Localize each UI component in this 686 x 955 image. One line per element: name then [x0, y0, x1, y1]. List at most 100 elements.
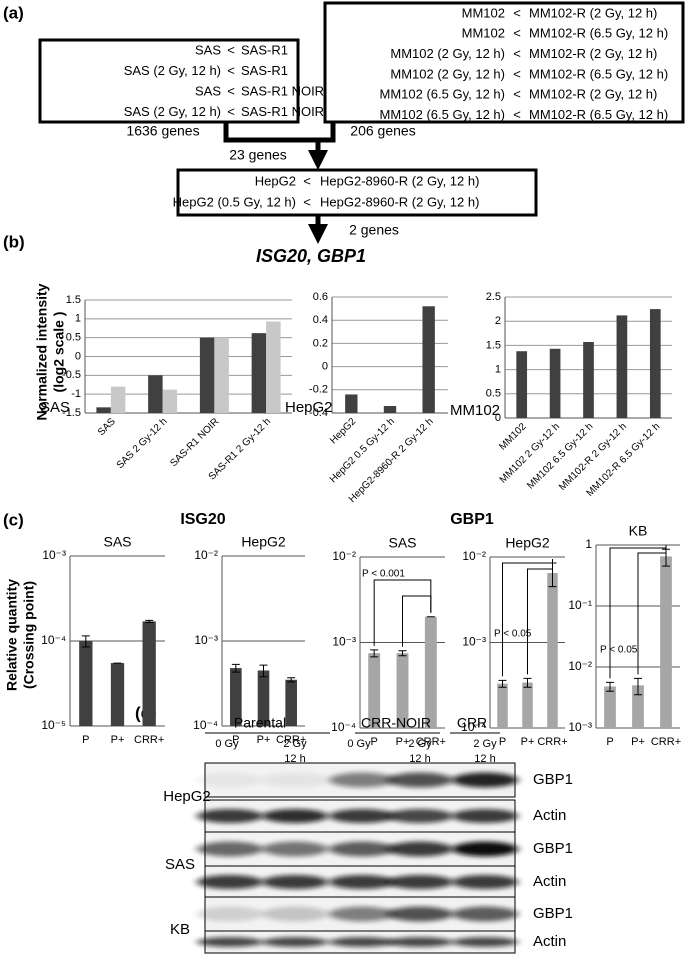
x-tick-label: MM102: [497, 421, 529, 453]
condition: MM102 (2 Gy, 12 h): [390, 66, 505, 81]
blot-strip: [197, 762, 518, 798]
y-tick-label: -1: [71, 388, 81, 400]
chart-title: SAS: [388, 535, 416, 551]
band: [329, 874, 395, 890]
error-bar: [145, 619, 154, 624]
band: [197, 808, 263, 824]
significance-bracket: [402, 595, 432, 647]
y-tick-label: -1.5: [62, 407, 81, 419]
result: ISG20, GBP1: [256, 246, 366, 266]
y-tick-label: 0: [322, 361, 328, 373]
y-tick-label: -0.4: [309, 407, 328, 419]
condition: SAS-R1: [241, 63, 288, 78]
bar: [266, 321, 281, 413]
bar: [583, 342, 594, 418]
y-tick-label: 10⁻³: [568, 720, 592, 734]
bar: [549, 348, 561, 418]
lane-label: 12 h: [284, 753, 305, 765]
condition: HepG2: [255, 173, 296, 188]
blot-strip: [197, 896, 518, 932]
lane-label: 0 Gy: [347, 738, 371, 750]
y-axis-label: Normalized intensity: [34, 283, 50, 420]
band: [452, 808, 518, 824]
cell-line-label: HepG2: [163, 788, 211, 805]
y-tick-label: 10⁻⁴: [193, 718, 218, 732]
band: [387, 937, 453, 947]
bar: [142, 621, 156, 726]
chart-title: KB: [629, 523, 648, 539]
x-tick-label: SAS 2 Gy-12 h: [115, 416, 170, 471]
y-tick-label: 10⁻²: [332, 549, 356, 563]
y-tick-label: 2.5: [486, 291, 501, 303]
y-tick-label: 1: [585, 537, 592, 551]
condition: MM102-R (6.5 Gy, 12 h): [529, 66, 668, 81]
band: [387, 874, 453, 890]
error-bar: [606, 681, 614, 692]
y-tick-label: 10⁻³: [194, 633, 218, 647]
x-tick-label: HepG2: [328, 416, 358, 446]
p-value: P < 0.001: [362, 569, 405, 580]
chart-title: HepG2: [241, 534, 286, 550]
condition: MM102-R (2 Gy, 12 h): [529, 87, 657, 102]
bar: [424, 616, 437, 728]
lane-label: 2 Gy: [283, 738, 307, 750]
bar: [632, 685, 644, 728]
band: [262, 937, 328, 947]
bar: [616, 315, 628, 418]
error-bar: [231, 663, 240, 673]
x-tick-label: HepG2 0.5 Gy-12 h: [328, 416, 397, 485]
condition: MM102-R (6.5 Gy, 12 h): [529, 26, 668, 41]
band: [387, 841, 453, 857]
x-tick-label: CRR+: [276, 734, 306, 746]
error-bar: [634, 677, 642, 696]
x-tick-label: CRR+: [134, 734, 164, 746]
gene-count: 206 genes: [350, 123, 415, 139]
panel-label: (c): [3, 510, 24, 529]
bar: [396, 653, 409, 728]
lane-label: 12 h: [474, 753, 495, 765]
y-tick-label: 10⁻²: [194, 548, 218, 562]
band: [197, 874, 263, 890]
condition: MM102: [462, 5, 505, 20]
comparator: <: [513, 26, 521, 41]
band: [387, 772, 453, 788]
error-bar: [498, 679, 507, 688]
y-tick-label: 1.5: [486, 339, 501, 351]
bar: [497, 683, 508, 728]
y-tick-label: 10⁻⁴: [331, 720, 356, 734]
x-tick-label: CRR+: [537, 736, 567, 748]
x-tick-label: P+: [521, 736, 535, 748]
y-tick-label: 10⁻⁴: [461, 720, 486, 734]
blot-strip: [197, 799, 518, 833]
band: [452, 772, 518, 788]
band: [197, 937, 263, 947]
panel-label: (b): [3, 232, 25, 251]
x-axis-label: HepG2: [285, 399, 333, 416]
condition: SAS-R1 NOIR: [241, 83, 324, 98]
condition: SAS (2 Gy, 12 h): [124, 63, 221, 78]
y-tick-label: -0.2: [309, 384, 328, 396]
cell-line-label: KB: [170, 921, 190, 938]
y-tick-label: 10⁻⁴: [41, 633, 66, 647]
bar: [516, 351, 528, 418]
x-tick-label: P+: [111, 734, 125, 746]
comparator: <: [303, 173, 311, 188]
comparator: <: [513, 5, 521, 20]
error-bar: [370, 649, 379, 658]
bar: [148, 375, 163, 413]
box: [38, 38, 300, 124]
bar: [199, 337, 215, 413]
lane-label: 2 Gy: [408, 738, 432, 750]
condition: SAS-R1 NOIR: [241, 104, 324, 119]
group-title: ISG20: [180, 511, 225, 528]
blot-strip: [197, 865, 518, 899]
comparator: <: [227, 42, 235, 57]
gene-count: 2 genes: [349, 222, 399, 238]
condition: HepG2-8960-R (2 Gy, 12 h): [320, 173, 479, 188]
band: [262, 874, 328, 890]
x-tick-label: MM102 2 Gy-12 h: [498, 421, 562, 485]
bar: [96, 407, 111, 413]
comparator: <: [513, 66, 521, 81]
